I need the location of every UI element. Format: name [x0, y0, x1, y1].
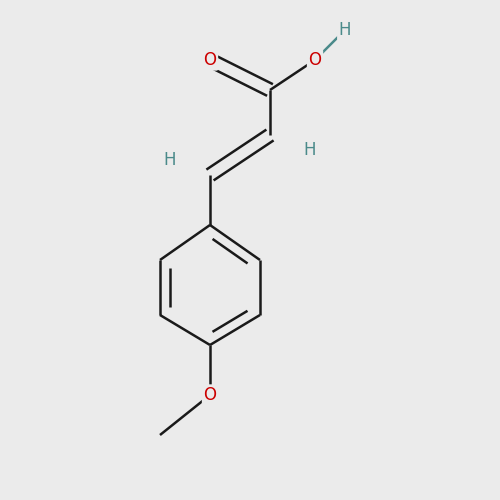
Text: O: O: [204, 386, 216, 404]
Text: O: O: [204, 51, 216, 69]
Text: H: H: [164, 151, 176, 169]
Text: O: O: [308, 51, 322, 69]
Text: H: H: [339, 21, 351, 39]
Text: H: H: [304, 141, 316, 159]
